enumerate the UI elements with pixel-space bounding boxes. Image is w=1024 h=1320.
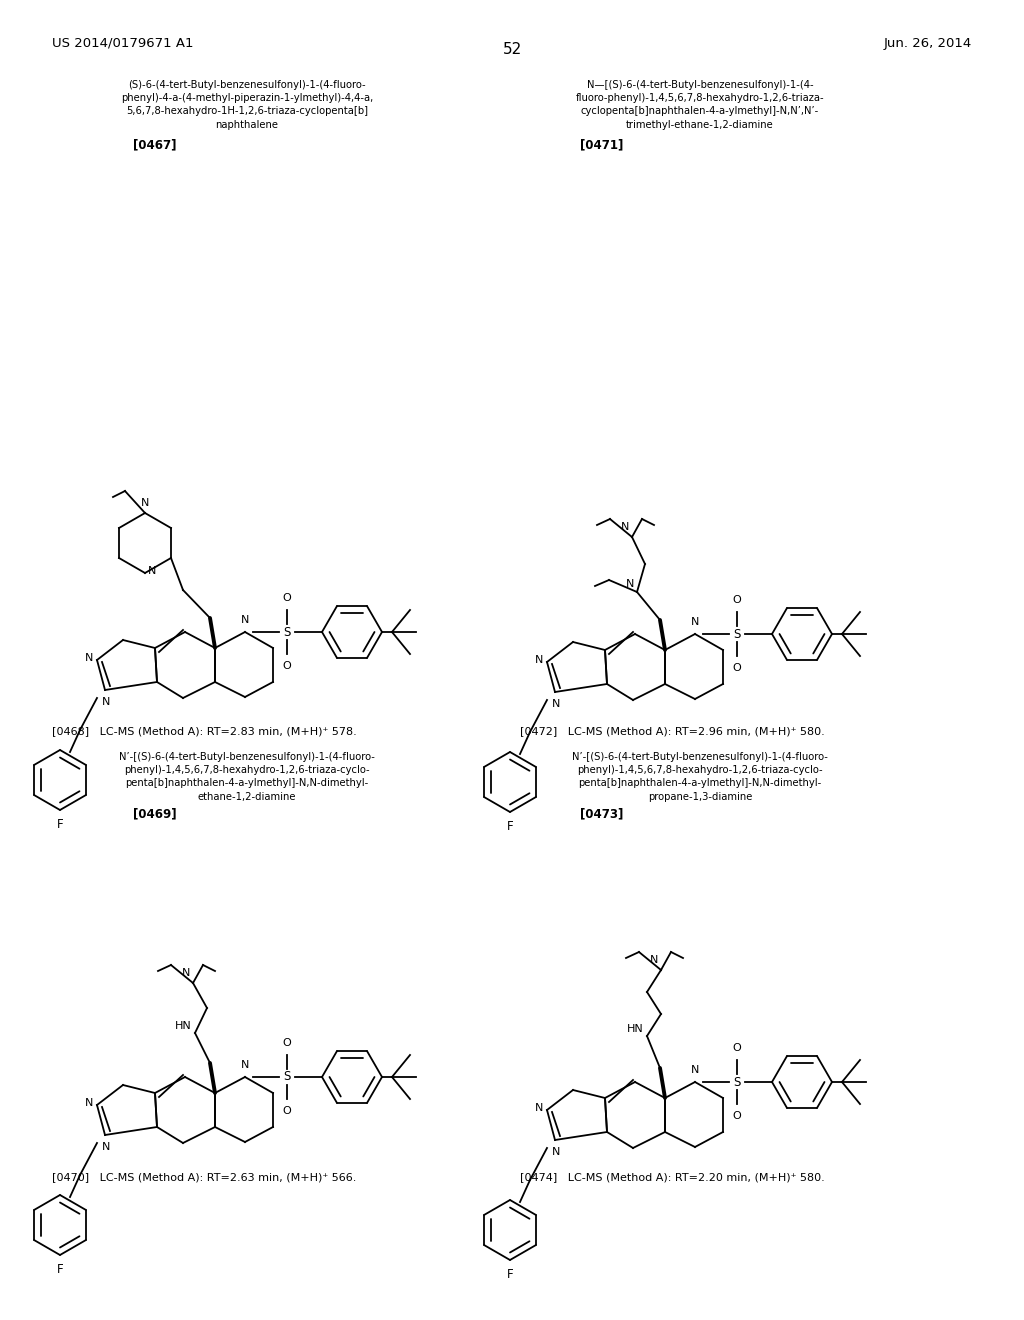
Text: [0474]   LC-MS (Method A): RT=2.20 min, (M+H)⁺ 580.: [0474] LC-MS (Method A): RT=2.20 min, (M… <box>520 1172 824 1181</box>
Text: N: N <box>85 1098 93 1107</box>
Text: [0467]: [0467] <box>133 139 176 150</box>
Text: N: N <box>85 653 93 663</box>
Text: S: S <box>284 1071 291 1084</box>
Text: HN: HN <box>175 1020 193 1031</box>
Text: F: F <box>507 820 513 833</box>
Text: Jun. 26, 2014: Jun. 26, 2014 <box>884 37 972 50</box>
Text: N: N <box>101 1142 111 1152</box>
Text: N: N <box>691 1065 699 1074</box>
Text: 52: 52 <box>503 42 521 57</box>
Text: N—[(S)-6-(4-tert-Butyl-benzenesulfonyl)-1-(4-
fluoro-phenyl)-1,4,5,6,7,8-hexahyd: N—[(S)-6-(4-tert-Butyl-benzenesulfonyl)-… <box>575 81 824 129</box>
Text: [0473]: [0473] <box>580 807 624 820</box>
Text: N: N <box>535 655 543 665</box>
Text: O: O <box>283 1106 292 1115</box>
Text: O: O <box>732 663 741 673</box>
Text: F: F <box>56 1263 63 1276</box>
Text: F: F <box>507 1269 513 1280</box>
Text: S: S <box>284 626 291 639</box>
Text: O: O <box>732 1111 741 1121</box>
Text: O: O <box>283 593 292 603</box>
Text: S: S <box>733 1076 740 1089</box>
Text: [0468]   LC-MS (Method A): RT=2.83 min, (M+H)⁺ 578.: [0468] LC-MS (Method A): RT=2.83 min, (M… <box>52 726 356 737</box>
Text: N: N <box>241 615 249 624</box>
Text: N: N <box>148 566 157 576</box>
Text: N: N <box>241 1060 249 1071</box>
Text: O: O <box>283 661 292 671</box>
Text: O: O <box>283 1038 292 1048</box>
Text: HN: HN <box>628 1024 644 1034</box>
Text: [0471]: [0471] <box>580 139 624 150</box>
Text: N’-[(S)-6-(4-tert-Butyl-benzenesulfonyl)-1-(4-fluoro-
phenyl)-1,4,5,6,7,8-hexahy: N’-[(S)-6-(4-tert-Butyl-benzenesulfonyl)… <box>119 752 375 801</box>
Text: N: N <box>626 579 634 589</box>
Text: F: F <box>56 818 63 832</box>
Text: N: N <box>181 968 190 978</box>
Text: (S)-6-(4-tert-Butyl-benzenesulfonyl)-1-(4-fluoro-
phenyl)-4-a-(4-methyl-piperazi: (S)-6-(4-tert-Butyl-benzenesulfonyl)-1-(… <box>121 81 373 129</box>
Text: O: O <box>732 595 741 605</box>
Text: N: N <box>621 521 629 532</box>
Text: [0469]: [0469] <box>133 807 176 820</box>
Text: N: N <box>649 954 658 965</box>
Text: N’-[(S)-6-(4-tert-Butyl-benzenesulfonyl)-1-(4-fluoro-
phenyl)-1,4,5,6,7,8-hexahy: N’-[(S)-6-(4-tert-Butyl-benzenesulfonyl)… <box>572 752 828 801</box>
Text: O: O <box>732 1043 741 1053</box>
Text: N: N <box>552 700 560 709</box>
Text: [0472]   LC-MS (Method A): RT=2.96 min, (M+H)⁺ 580.: [0472] LC-MS (Method A): RT=2.96 min, (M… <box>520 726 824 737</box>
Text: N: N <box>535 1104 543 1113</box>
Text: US 2014/0179671 A1: US 2014/0179671 A1 <box>52 37 194 50</box>
Text: [0470]   LC-MS (Method A): RT=2.63 min, (M+H)⁺ 566.: [0470] LC-MS (Method A): RT=2.63 min, (M… <box>52 1172 356 1181</box>
Text: N: N <box>101 697 111 708</box>
Text: N: N <box>691 616 699 627</box>
Text: S: S <box>733 627 740 640</box>
Text: N: N <box>552 1147 560 1158</box>
Text: N: N <box>141 498 150 508</box>
